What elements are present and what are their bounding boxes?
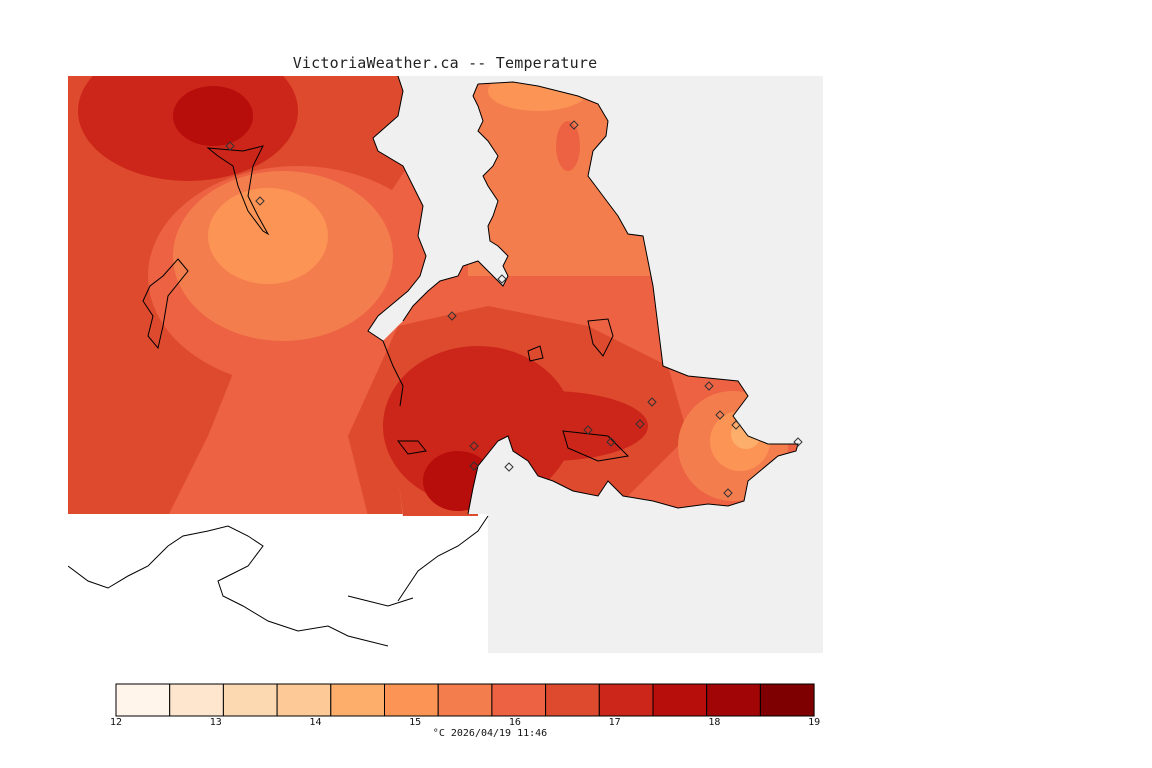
legend-box	[115, 683, 171, 717]
legend-box	[759, 683, 815, 717]
legend-box	[491, 683, 547, 717]
legend	[115, 683, 815, 717]
coastlines	[68, 76, 799, 647]
legend-box	[330, 683, 386, 717]
legend-box	[545, 683, 600, 717]
legend-tick-label: 14	[309, 717, 322, 728]
legend-tick-label: 16	[508, 717, 521, 728]
legend-box	[652, 683, 708, 717]
legend-tick-label: 12	[109, 717, 123, 728]
legend-box	[276, 683, 332, 717]
legend-footer: °C 2026/04/19 11:46	[432, 728, 548, 739]
legend-box	[384, 683, 439, 717]
legend-box	[437, 683, 493, 717]
station-markers	[225, 120, 803, 498]
temperature-map	[68, 76, 823, 653]
legend-tick-label: 15	[409, 717, 422, 728]
legend-tick-label: 17	[608, 717, 621, 728]
map-title: VictoriaWeather.ca -- Temperature	[292, 54, 598, 72]
legend-tick-label: 19	[808, 717, 821, 728]
legend-tick-label: 13	[209, 717, 222, 728]
legend-box	[706, 683, 761, 717]
no-data-region	[68, 514, 488, 653]
legend-box	[598, 683, 654, 717]
legend-tick-label: 18	[708, 717, 721, 728]
legend-box	[222, 683, 278, 717]
legend-box	[169, 683, 224, 717]
legend-color-boxes	[115, 683, 815, 717]
